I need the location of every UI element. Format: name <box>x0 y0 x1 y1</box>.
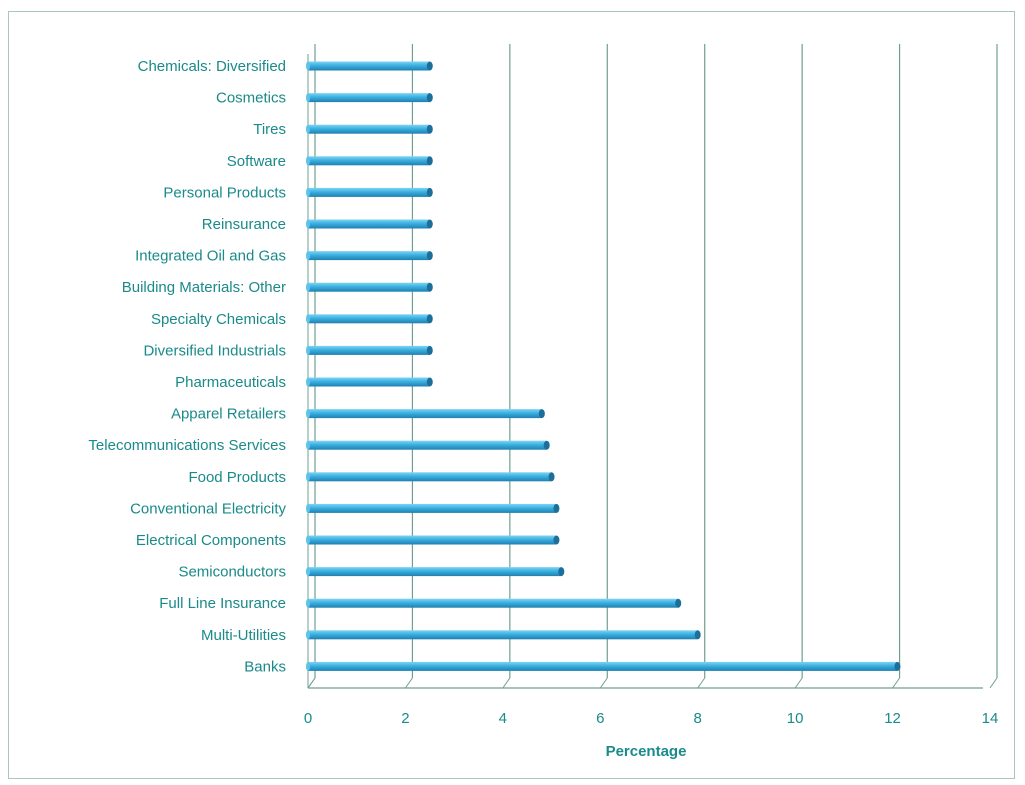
bar <box>306 251 433 261</box>
category-label: Integrated Oil and Gas <box>135 248 286 265</box>
bar <box>306 503 560 513</box>
bar <box>306 535 560 545</box>
category-label: Cosmetics <box>216 90 286 107</box>
category-label: Tires <box>253 121 286 138</box>
bar <box>306 377 433 387</box>
x-tick-label: 14 <box>982 710 999 727</box>
bar <box>306 661 901 671</box>
chart-frame <box>8 11 1015 779</box>
category-label: Conventional Electricity <box>130 500 286 517</box>
bar <box>306 567 565 577</box>
category-label: Telecommunications Services <box>88 437 286 454</box>
bar <box>306 282 433 292</box>
bar <box>306 156 433 166</box>
category-labels: Chemicals: Diversified Cosmetics Tires Soft… <box>88 58 286 675</box>
category-label: Software <box>227 153 286 170</box>
category-label: Building Materials: Other <box>122 279 286 296</box>
bar <box>306 440 550 450</box>
bar <box>306 219 433 229</box>
bar <box>306 598 682 608</box>
x-tick-label: 2 <box>401 710 409 727</box>
bar <box>306 61 433 71</box>
x-tick-label: 10 <box>787 710 804 727</box>
bar <box>306 630 701 640</box>
category-label: Personal Products <box>163 184 286 201</box>
category-label: Food Products <box>188 469 286 486</box>
category-label: Full Line Insurance <box>159 595 286 612</box>
bar <box>306 187 433 197</box>
category-label: Diversified Industrials <box>143 342 286 359</box>
category-label: Electrical Components <box>136 532 286 549</box>
x-tick-label: 8 <box>694 710 702 727</box>
category-label: Semiconductors <box>178 564 286 581</box>
bar <box>306 345 433 355</box>
x-tick-label: 4 <box>499 710 507 727</box>
x-axis-title: Percentage <box>606 743 687 760</box>
x-tick-label: 6 <box>596 710 604 727</box>
gridlines <box>307 44 998 689</box>
bar <box>306 472 555 482</box>
bar <box>306 409 545 419</box>
bar <box>306 124 433 134</box>
category-label: Chemicals: Diversified <box>138 58 286 75</box>
category-label: Pharmaceuticals <box>175 374 286 391</box>
x-tick-label: 0 <box>304 710 312 727</box>
category-label: Reinsurance <box>202 216 286 233</box>
category-label: Specialty Chemicals <box>151 311 286 328</box>
x-tick-labels: 0 2 4 6 8 10 12 14 <box>304 710 999 727</box>
category-label: Multi-Utilities <box>201 627 286 644</box>
bar <box>306 314 433 324</box>
x-tick-label: 12 <box>884 710 901 727</box>
category-label: Banks <box>244 658 286 675</box>
bars <box>306 61 901 671</box>
category-label: Apparel Retailers <box>171 406 286 423</box>
bar <box>306 93 433 103</box>
